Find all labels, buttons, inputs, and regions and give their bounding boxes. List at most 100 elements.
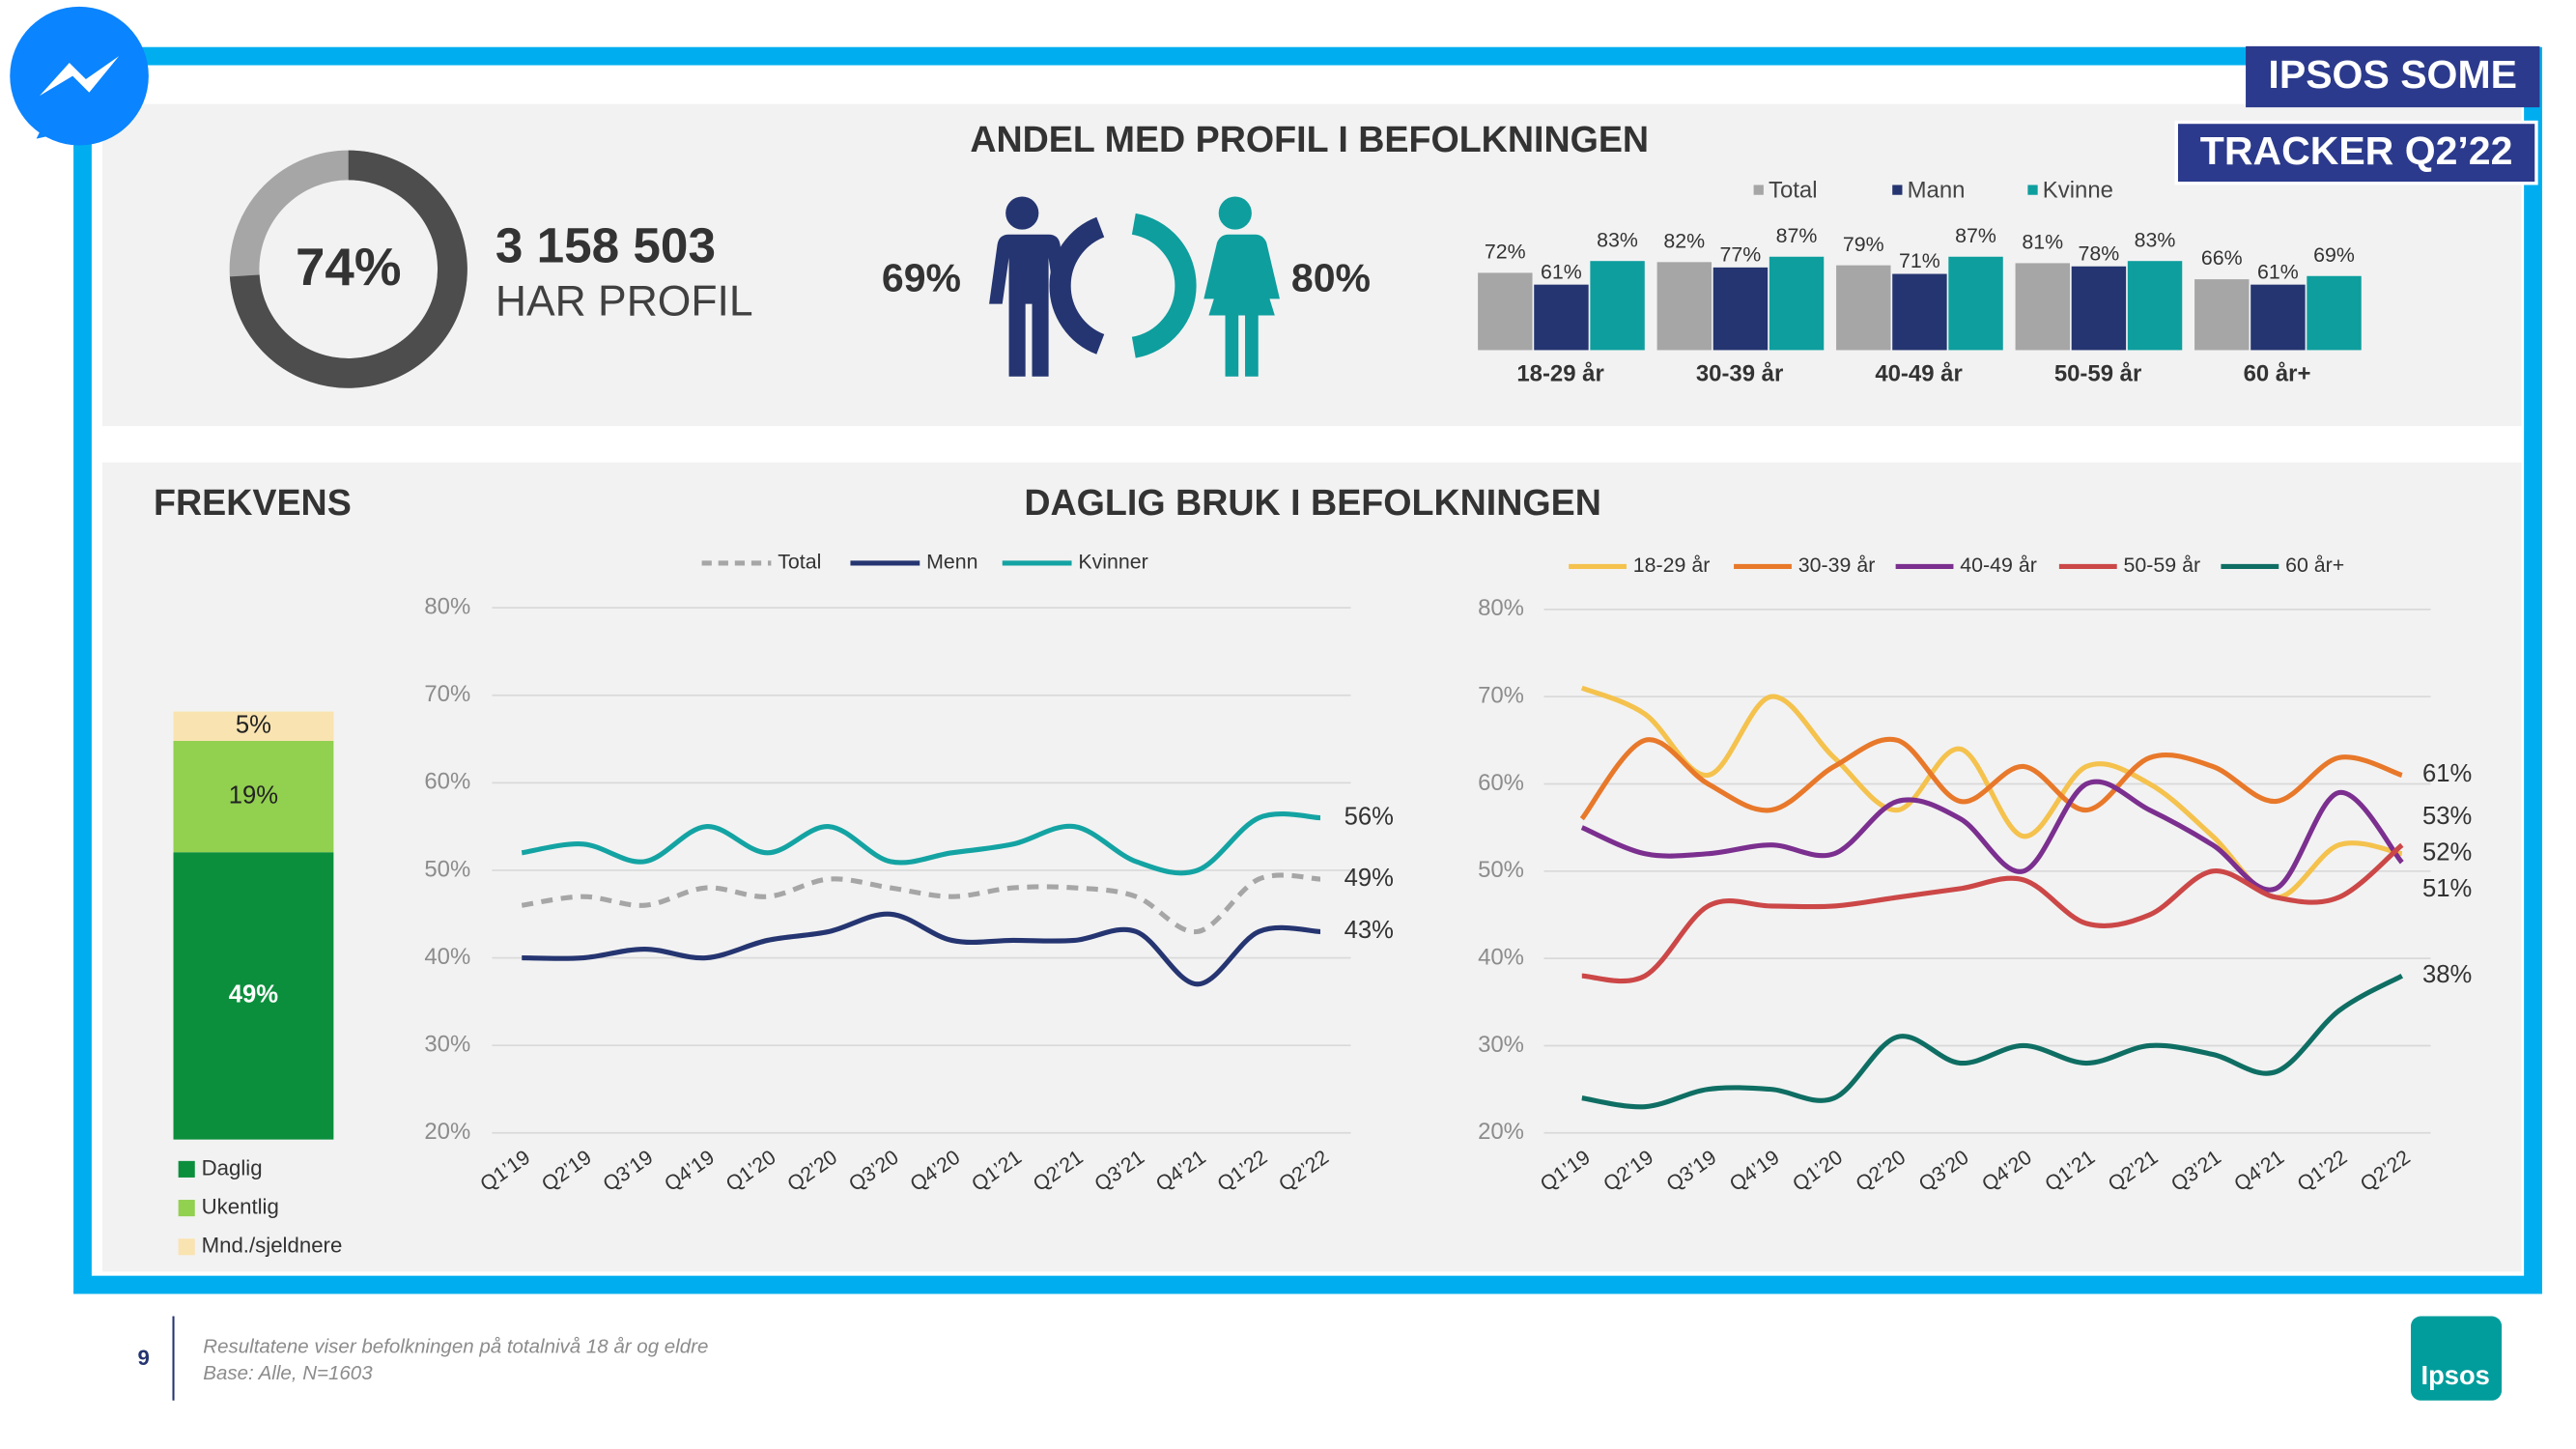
profile-label: HAR PROFIL [495, 277, 753, 325]
badge [2174, 120, 2538, 185]
segment-label: 19% [229, 781, 278, 809]
bar [1534, 284, 1589, 351]
bar-segment [173, 740, 334, 853]
y-tick-label: 30% [424, 1032, 470, 1058]
legend-label: 40-49 år [1960, 554, 2037, 577]
bar-label: 78% [2079, 242, 2120, 265]
end-label: 61% [2422, 760, 2472, 787]
y-tick-label: 40% [1478, 944, 1524, 970]
bar [2194, 279, 2250, 351]
gender-arc [1049, 216, 1105, 355]
legend-swatch [2027, 185, 2038, 195]
bar [1892, 273, 1947, 351]
bar-label: 66% [2201, 246, 2243, 270]
bar [1656, 262, 1713, 351]
messenger-icon [10, 6, 149, 146]
line [1581, 842, 2404, 984]
y-tick-label: 40% [424, 944, 470, 970]
legend-swatch [1753, 185, 1764, 195]
legend-label: Kvinne [2043, 178, 2113, 204]
bar-label: 61% [1541, 260, 1582, 283]
bar-segment [173, 711, 334, 741]
line [1579, 736, 2403, 821]
legend-swatch [178, 1238, 195, 1256]
legend-label: Kvinner [1078, 551, 1147, 574]
profile-count: 3 158 503 [495, 218, 716, 273]
gender-arc [1131, 213, 1197, 358]
badge [2246, 45, 2540, 108]
logo-text: Ipsos [2420, 1360, 2489, 1390]
category-label: 18-29 år [1516, 360, 1603, 386]
segment-label: 5% [236, 712, 271, 739]
bar [2015, 263, 2070, 351]
bar [2127, 261, 2183, 351]
bar-label: 77% [1720, 243, 1762, 267]
bar-segment [173, 852, 334, 1140]
bar-label: 83% [1597, 228, 1638, 251]
end-label: 49% [1345, 865, 1394, 892]
legend-label: 60 år+ [2285, 554, 2344, 577]
section-title: ANDEL MED PROFIL I BEFOLKNINGEN [970, 119, 1649, 159]
donut-label: 74% [296, 237, 401, 297]
line [1581, 973, 2404, 1110]
line [521, 872, 1321, 934]
legend-label: Total [778, 551, 821, 574]
category-label: 30-39 år [1696, 360, 1783, 386]
bar-label: 72% [1485, 241, 1526, 264]
donut-arc [229, 150, 467, 388]
footnote: Base: Alle, N=1603 [203, 1362, 373, 1384]
y-tick-label: 70% [1478, 682, 1524, 708]
footnote: Resultatene viser befolkningen på totaln… [203, 1335, 708, 1357]
bar [1769, 256, 1825, 351]
legend-label: 50-59 år [2124, 554, 2201, 577]
legend-label: Total [1769, 178, 1818, 204]
y-tick-label: 70% [424, 681, 470, 707]
category-label: 50-59 år [2054, 360, 2141, 386]
end-label: 38% [2422, 961, 2472, 988]
bar-label: 61% [2257, 260, 2299, 283]
line [1580, 779, 2404, 893]
legend-label: Mnd./sjeldnere [202, 1234, 343, 1258]
bar-label: 79% [1843, 233, 1884, 256]
y-tick-label: 50% [424, 856, 470, 882]
badge-text: IPSOS SOME [2268, 52, 2517, 97]
end-label: 52% [2422, 839, 2472, 867]
legend-label: 30-39 år [1798, 554, 1876, 577]
section-title: DAGLIG BRUK I BEFOLKNINGEN [1024, 482, 1601, 523]
section-title: FREKVENS [154, 482, 352, 523]
line [522, 911, 1321, 987]
bar-label: 71% [1899, 249, 1940, 272]
bottom-panel [102, 462, 2522, 1272]
top-panel [102, 103, 2522, 427]
segment-label: 49% [229, 981, 279, 1009]
end-label: 43% [1345, 917, 1394, 944]
legend-swatch [178, 1200, 195, 1217]
bar [1590, 261, 1645, 351]
y-tick-label: 80% [424, 593, 470, 619]
bar [1836, 265, 1891, 351]
bar-label: 82% [1663, 229, 1705, 252]
y-tick-label: 50% [1478, 857, 1524, 883]
legend-label: Mann [1908, 178, 1966, 204]
gender-label: 69% [882, 255, 961, 299]
bar [2071, 266, 2127, 351]
end-label: 53% [2422, 803, 2472, 830]
bar-label: 69% [2313, 243, 2355, 267]
legend-swatch [1892, 185, 1903, 195]
bar-label: 87% [1776, 224, 1818, 247]
legend-swatch [178, 1160, 195, 1178]
y-tick-label: 20% [1478, 1119, 1524, 1145]
logo [2411, 1316, 2503, 1401]
woman-icon [1203, 196, 1280, 377]
bar [1948, 256, 2003, 351]
category-label: 40-49 år [1875, 360, 1962, 386]
legend-label: Ukentlig [202, 1194, 279, 1218]
y-tick-label: 60% [1478, 770, 1524, 796]
bar-label: 83% [2135, 228, 2176, 251]
bar-label: 87% [1955, 224, 1996, 247]
y-tick-label: 20% [424, 1119, 470, 1145]
legend-label: 18-29 år [1633, 554, 1711, 577]
gender-label: 80% [1291, 255, 1371, 299]
page-number: 9 [138, 1346, 150, 1370]
